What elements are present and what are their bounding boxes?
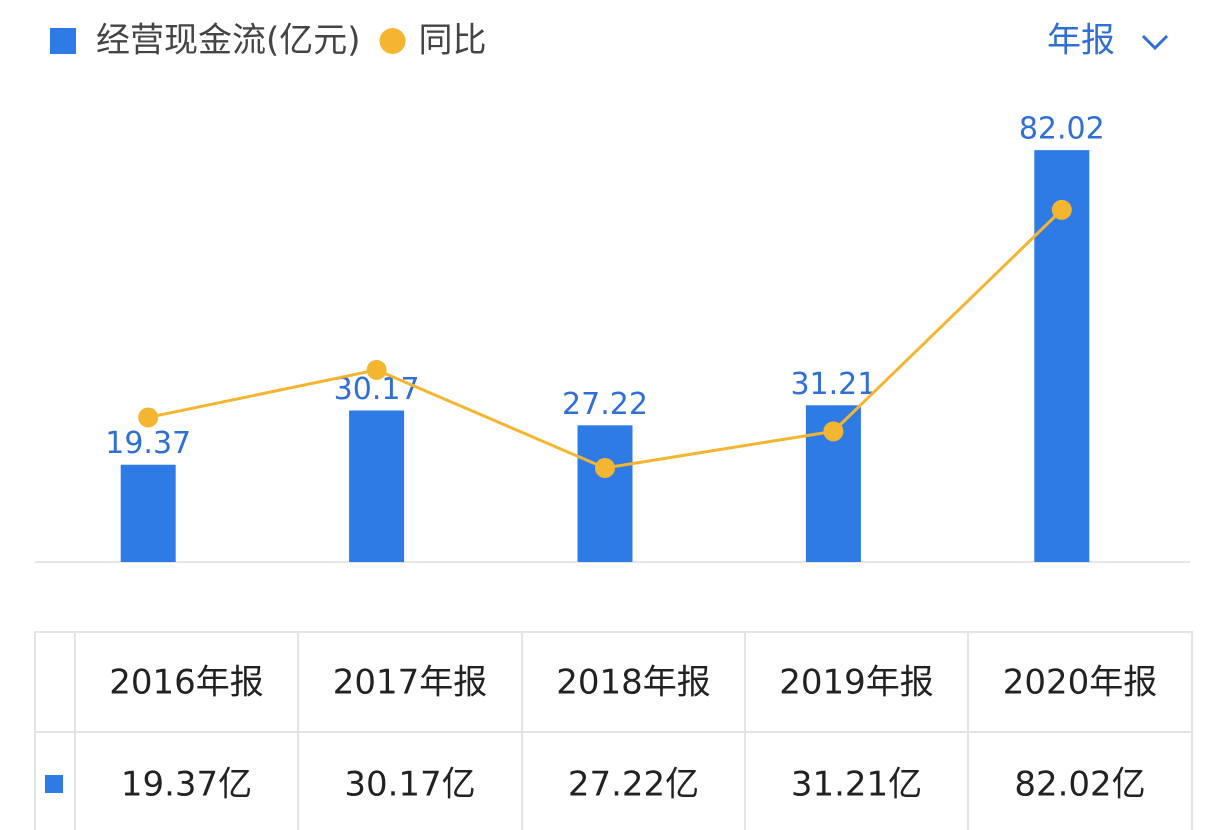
bar-value-label: 31.21 bbox=[790, 367, 876, 402]
table-header-cell: 2016年报 bbox=[109, 663, 264, 703]
dropdown-chevron[interactable] bbox=[1141, 34, 1169, 51]
legend-label: 同比 bbox=[419, 21, 487, 61]
bar-value-label: 19.37 bbox=[105, 426, 191, 461]
line-point bbox=[138, 407, 159, 428]
legend-label: 经营现金流(亿元) bbox=[96, 21, 361, 61]
dropdown-label[interactable]: 年报 bbox=[1047, 21, 1115, 61]
period-dropdown[interactable]: 年报 bbox=[1047, 21, 1169, 61]
line-point bbox=[595, 457, 615, 478]
table-value-cell: 82.02亿 bbox=[1014, 765, 1145, 805]
row-swatch bbox=[45, 775, 63, 793]
table-value-cell: 30.17亿 bbox=[344, 765, 475, 805]
table bbox=[34, 631, 1193, 830]
table-value-cell: 19.37亿 bbox=[121, 765, 252, 805]
bar bbox=[577, 425, 633, 562]
bar-value-label: 27.22 bbox=[562, 387, 648, 422]
line-point bbox=[1051, 199, 1072, 220]
table-header-cell: 2020年报 bbox=[1003, 663, 1158, 703]
table-header-cell: 2019年报 bbox=[779, 663, 934, 703]
legend-swatch bbox=[379, 28, 406, 54]
bar-value-label: 82.02 bbox=[1019, 112, 1105, 147]
table-header-cell: 2017年报 bbox=[333, 663, 488, 703]
table-value-cell: 31.21亿 bbox=[791, 765, 922, 805]
bar bbox=[349, 410, 405, 562]
legend-swatch bbox=[50, 28, 76, 54]
table-header-cell: 2018年报 bbox=[556, 663, 711, 703]
bar bbox=[120, 464, 176, 562]
line-point bbox=[366, 359, 387, 380]
line-point bbox=[823, 421, 844, 442]
table-value-cell: 27.22亿 bbox=[568, 765, 699, 805]
